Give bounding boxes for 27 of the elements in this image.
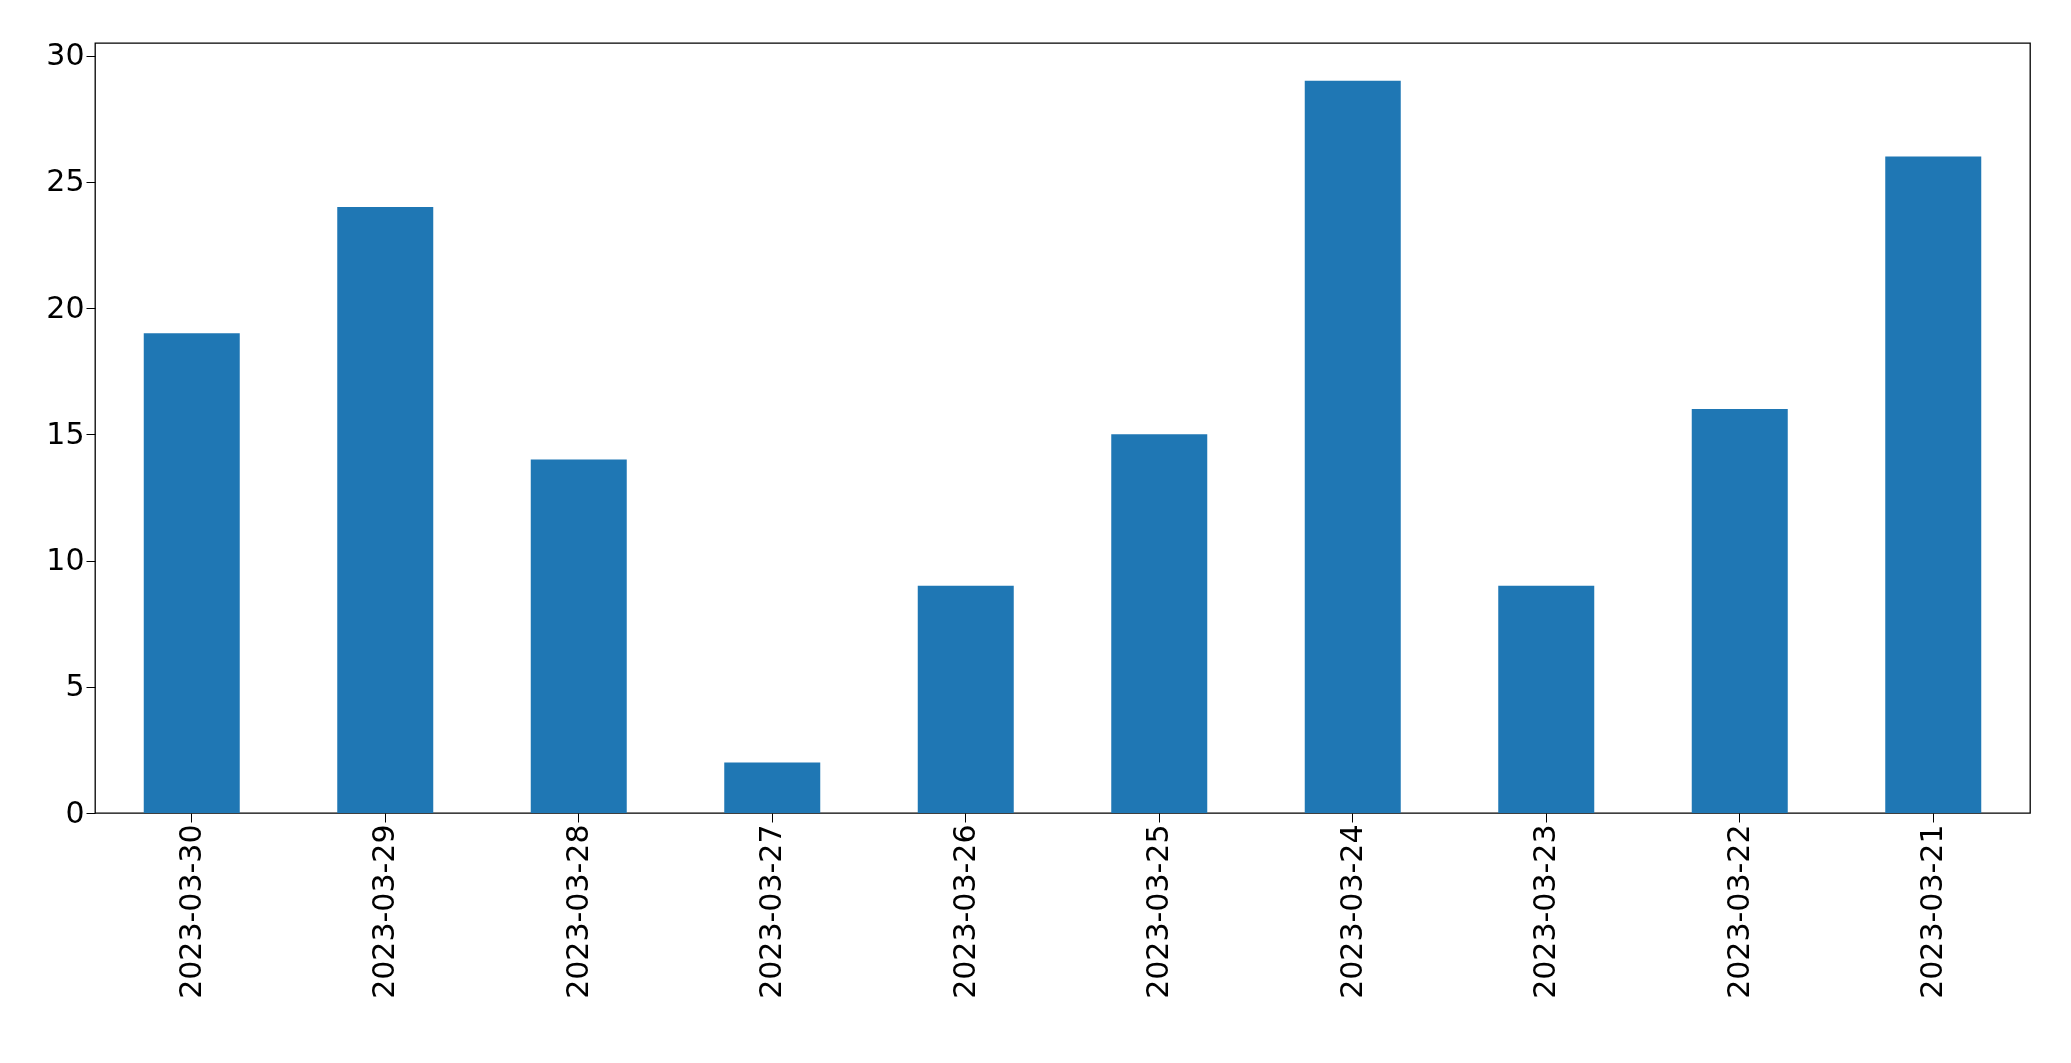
bar (917, 585, 1014, 813)
bar (337, 207, 434, 813)
x-tick-label: 2023-03-28 (559, 824, 595, 999)
x-tick-label: 2023-03-27 (753, 824, 789, 999)
x-tick-label: 2023-03-21 (1914, 824, 1950, 999)
x-tick-label: 2023-03-26 (946, 824, 982, 999)
y-tick-label: 0 (65, 794, 85, 830)
y-tick-label: 15 (46, 415, 85, 451)
bar (143, 333, 240, 813)
bar (530, 459, 627, 813)
bar (724, 762, 821, 813)
bar (1304, 80, 1401, 813)
bar (1885, 156, 1982, 813)
y-tick-label: 10 (46, 542, 85, 578)
y-tick-label: 25 (46, 163, 85, 199)
y-tick-label: 20 (46, 289, 85, 325)
x-tick-label: 2023-03-29 (366, 824, 402, 999)
x-tick-label: 2023-03-24 (1333, 824, 1369, 999)
bar (1111, 434, 1208, 813)
x-tick-label: 2023-03-22 (1720, 824, 1756, 999)
bar (1498, 585, 1595, 813)
x-tick-label: 2023-03-25 (1140, 824, 1176, 999)
y-tick-label: 5 (65, 668, 85, 704)
x-tick-label: 2023-03-23 (1527, 824, 1563, 999)
x-tick-label: 2023-03-30 (172, 824, 208, 999)
bar (1691, 409, 1788, 813)
y-tick-label: 30 (46, 37, 85, 73)
